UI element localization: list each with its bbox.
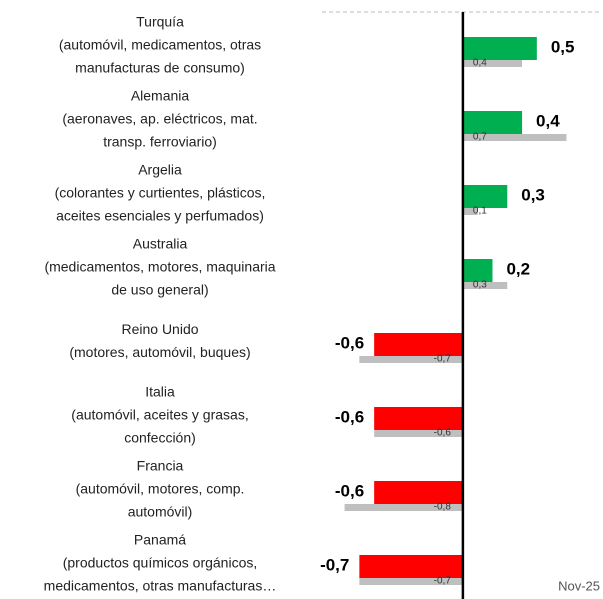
category-label: medicamentos, otras manufacturas… [44,578,277,594]
category-label: (automóvil, medicamentos, otras [59,37,261,53]
previous-bar [462,282,508,289]
category-label: transp. ferroviario) [103,134,217,150]
category-label: Argelia [138,162,182,178]
category-label: Reino Unido [121,321,198,337]
value-label: 0,2 [506,259,530,278]
previous-value-label: -0,6 [434,428,452,439]
category-label: (automóvil, motores, comp. [76,481,245,497]
category-label: de uso general) [111,282,208,298]
bar [359,555,463,578]
previous-bar [462,60,523,67]
previous-value-label: -0,8 [434,502,452,513]
category-label: automóvil) [128,504,193,520]
value-label: 0,5 [551,37,575,56]
previous-value-label: 0,1 [473,206,487,217]
category-label: Alemania [131,88,190,104]
value-label: -0,6 [335,333,364,352]
category-label: (automóvil, aceites y grasas, [71,407,248,423]
previous-value-label: -0,7 [434,354,452,365]
category-label: aceites esenciales y perfumados) [56,208,264,224]
category-label: Turquía [136,14,184,30]
annotation: Nov-25 [558,578,600,593]
previous-value-label: 0,4 [473,58,487,69]
bar [462,37,537,60]
value-label: -0,6 [335,481,364,500]
previous-bar [344,504,463,511]
category-label: manufacturas de consumo) [75,60,245,76]
value-label: 0,4 [536,111,560,130]
value-label: 0,3 [521,185,545,204]
previous-bar [374,430,463,437]
category-label: Australia [133,236,188,252]
previous-value-label: 0,3 [473,280,487,291]
value-label: -0,6 [335,407,364,426]
category-label: (motores, automóvil, buques) [69,344,250,360]
previous-value-label: 0,7 [473,132,487,143]
category-label: Francia [137,458,184,474]
bar [374,407,463,430]
category-label: (productos químicos orgánicos, [63,555,258,571]
previous-value-label: -0,7 [434,576,452,587]
category-label: Italia [145,384,175,400]
bar [462,259,493,282]
category-label: (colorantes y curtientes, plásticos, [55,185,266,201]
previous-bar [462,208,478,215]
bar [462,185,508,208]
bar [374,333,463,356]
bar [374,481,463,504]
category-label: (medicamentos, motores, maquinaria [44,259,275,275]
category-label: Panamá [134,532,186,548]
bar [462,111,523,134]
category-label: (aeronaves, ap. eléctricos, mat. [62,111,257,127]
value-label: -0,7 [320,555,349,574]
previous-bar [359,356,463,363]
category-label: confección) [124,430,196,446]
previous-bar [462,134,567,141]
previous-bar [359,578,463,585]
